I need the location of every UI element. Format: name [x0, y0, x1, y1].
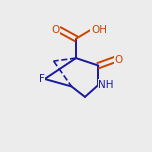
Text: F: F [39, 74, 45, 84]
Text: O: O [115, 55, 123, 65]
Text: NH: NH [98, 80, 114, 90]
Text: O: O [51, 25, 60, 35]
Text: OH: OH [91, 25, 107, 35]
